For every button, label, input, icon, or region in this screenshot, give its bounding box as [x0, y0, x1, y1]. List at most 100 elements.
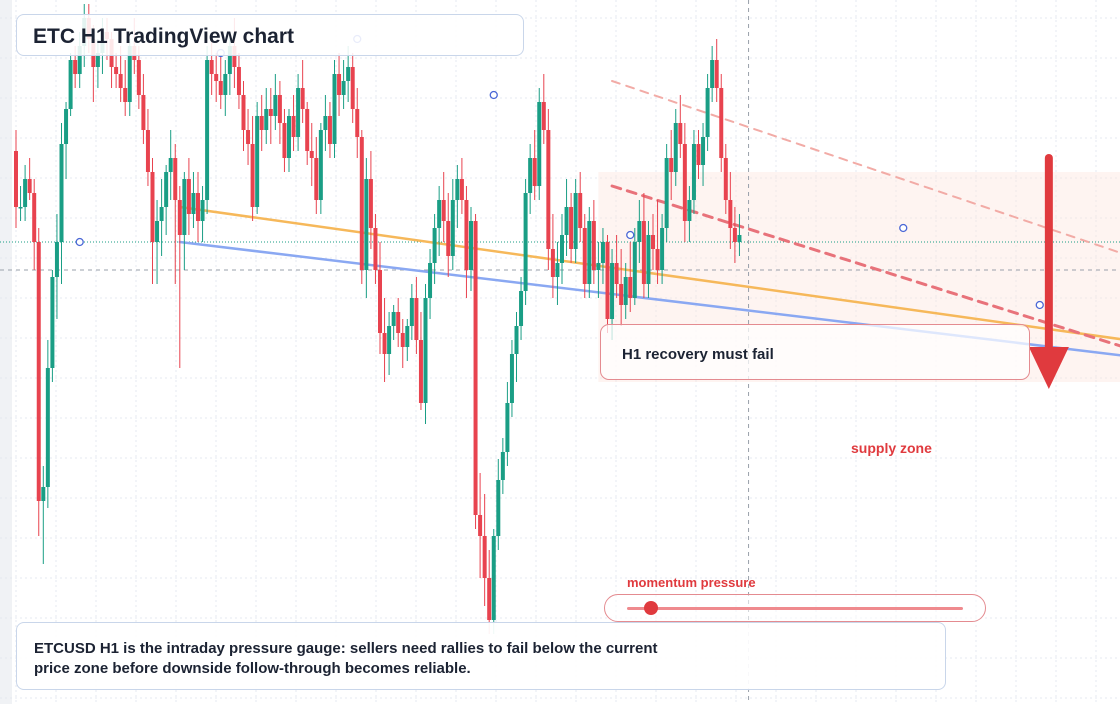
momentum-gauge[interactable]: [604, 594, 986, 622]
candle-body: [705, 88, 710, 137]
candle-body: [200, 200, 205, 221]
candle-body: [728, 200, 733, 228]
candle-body: [227, 46, 232, 74]
circle-marker-icon: [75, 237, 84, 247]
candle-body: [400, 333, 405, 347]
candle-body: [191, 193, 196, 214]
candle-body: [118, 74, 123, 88]
candle-body: [273, 95, 278, 116]
candle-body: [464, 200, 469, 270]
candle-body: [582, 228, 587, 284]
candle-body: [696, 144, 701, 165]
candle-body: [409, 298, 414, 326]
candle-body: [355, 109, 360, 137]
down-arrow-icon: [1028, 347, 1069, 389]
candle-body: [327, 116, 332, 144]
candle-body: [332, 74, 337, 144]
candle-body: [496, 480, 501, 536]
candle-body: [337, 74, 342, 95]
candle-body: [619, 284, 624, 305]
candle-body: [664, 158, 669, 228]
candle-body: [719, 88, 724, 158]
title-card: ETC H1 TradingView chart: [16, 14, 524, 56]
candle-body: [346, 67, 351, 81]
candle-body: [637, 221, 642, 242]
candle-body: [296, 88, 301, 137]
candle-body: [600, 242, 605, 263]
candle-body: [232, 46, 237, 67]
candle-body: [391, 312, 396, 326]
candle-body: [73, 60, 78, 74]
candle-body: [378, 270, 382, 333]
candle-body: [487, 578, 492, 620]
candle-body: [532, 158, 537, 186]
candle-body: [282, 123, 287, 158]
candle-body: [537, 102, 542, 186]
candle-body: [714, 60, 719, 88]
candle-body: [418, 340, 423, 403]
candle-body: [318, 130, 323, 200]
candle-body: [437, 200, 442, 228]
candle-body: [32, 193, 37, 242]
candle-body: [641, 221, 646, 284]
gauge-knob[interactable]: [643, 601, 658, 615]
candle-body: [205, 60, 210, 200]
candle-body: [500, 452, 505, 480]
candle-body: [287, 116, 291, 158]
candle-body: [368, 179, 373, 228]
candle-body: [519, 291, 524, 326]
candle-body: [136, 60, 141, 95]
candle-body: [459, 179, 464, 200]
candle-body: [68, 60, 73, 109]
candle-body: [405, 326, 410, 347]
candle-body: [236, 67, 241, 95]
candle-body: [396, 312, 401, 333]
candle-body: [155, 221, 160, 242]
recovery-callout: H1 recovery must fail: [600, 324, 1030, 380]
candle-body: [173, 158, 178, 200]
candle-body: [95, 53, 100, 67]
candle-body: [223, 74, 228, 95]
candle-body: [646, 235, 651, 284]
candle-body: [691, 144, 696, 200]
chart-title: ETC H1 TradingView chart: [33, 25, 295, 48]
candle-body: [64, 109, 69, 144]
candle-body: [305, 109, 310, 151]
candle-body: [314, 158, 319, 200]
candle-body: [164, 172, 169, 207]
candle-body: [432, 228, 437, 263]
candle-body: [578, 193, 583, 228]
candle-body: [723, 158, 728, 200]
candle-body: [678, 123, 683, 144]
channel-upper-line: [611, 80, 1120, 254]
summary-note: ETCUSD H1 is the intraday pressure gauge…: [16, 622, 946, 690]
candle-body: [591, 221, 596, 270]
candle-body: [523, 193, 528, 291]
circle-marker-icon: [489, 90, 498, 100]
candle-body: [446, 221, 451, 256]
candle-body: [546, 130, 551, 249]
candle-body: [291, 116, 296, 137]
candle-body: [309, 151, 314, 158]
candle-body: [428, 263, 433, 298]
candle-body: [27, 179, 32, 193]
candle-body: [36, 242, 41, 501]
candle-body: [45, 368, 50, 487]
candle-body: [651, 235, 655, 249]
candle-body: [123, 88, 128, 102]
candle-body: [41, 487, 46, 501]
candle-body: [610, 263, 615, 319]
candle-body: [573, 193, 578, 249]
candle-body: [614, 263, 619, 284]
candle-body: [701, 137, 706, 165]
candle-body: [623, 277, 628, 305]
candle-body: [482, 536, 487, 578]
candle-body: [632, 242, 637, 298]
candle-body: [732, 228, 737, 242]
candle-body: [550, 249, 555, 277]
candle-body: [628, 277, 633, 298]
candle-body: [710, 60, 715, 88]
candle-body: [255, 116, 260, 207]
supply-zone-label: supply zone: [851, 440, 932, 456]
gauge-label: momentum pressure: [627, 575, 756, 590]
